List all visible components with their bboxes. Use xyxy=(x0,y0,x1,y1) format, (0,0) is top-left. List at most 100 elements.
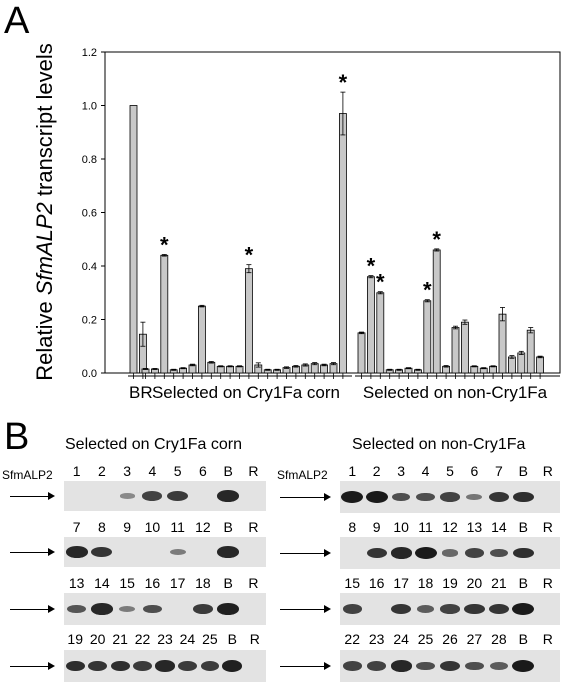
significance-asterisk: * xyxy=(160,232,169,257)
lane-label: 15 xyxy=(119,575,135,591)
significance-asterisk: * xyxy=(339,70,348,95)
protein-band xyxy=(142,491,163,501)
protein-band xyxy=(416,661,435,671)
protein-band xyxy=(391,492,411,502)
protein-band xyxy=(441,549,459,557)
lane-label: 22 xyxy=(344,631,360,647)
lane-label: 17 xyxy=(393,575,409,591)
lane-label: R xyxy=(249,631,260,647)
protein-band xyxy=(119,606,136,612)
lane-label: 9 xyxy=(372,519,381,535)
lane-label: 18 xyxy=(195,575,211,591)
lane-label: 18 xyxy=(417,575,434,591)
lane-label: R xyxy=(542,575,553,591)
y-tick-label: 0.6 xyxy=(82,208,97,220)
lane-label: 25 xyxy=(202,631,218,647)
protein-band xyxy=(490,662,508,670)
protein-band xyxy=(390,660,412,672)
significance-asterisk: * xyxy=(367,254,376,279)
panel-a-label: A xyxy=(4,0,30,42)
protein-band xyxy=(216,603,240,615)
lane-label: 2 xyxy=(372,463,381,479)
protein-band xyxy=(512,491,534,503)
lane-label: B xyxy=(223,463,233,479)
lane-label: R xyxy=(542,519,553,535)
arrow-line xyxy=(10,666,48,667)
protein-band xyxy=(342,661,362,671)
lane-label: 3 xyxy=(123,463,132,479)
y-tick-label: 1.2 xyxy=(82,47,97,59)
blot-strip xyxy=(64,650,266,682)
lane-label: 12 xyxy=(195,519,211,535)
lane-label: B xyxy=(223,519,233,535)
arrow-icon xyxy=(48,605,55,613)
lane-label: 9 xyxy=(123,519,132,535)
lane-label: 25 xyxy=(417,631,434,647)
lane-label: 11 xyxy=(170,519,185,535)
protein-band xyxy=(489,548,509,558)
protein-band xyxy=(119,493,135,499)
blot-strip xyxy=(340,481,560,513)
lane-label: 10 xyxy=(393,519,409,535)
panel-b-label: B xyxy=(4,416,30,458)
lane-label: 19 xyxy=(442,575,458,591)
lane-label: 13 xyxy=(466,519,483,535)
arrow-line xyxy=(10,496,48,497)
protein-band xyxy=(110,660,130,672)
protein-band xyxy=(88,660,107,672)
arrow-icon xyxy=(48,548,55,556)
arrow-line xyxy=(10,552,48,553)
arrow-line xyxy=(10,609,48,610)
arrow-icon xyxy=(324,605,331,613)
protein-band xyxy=(222,660,243,672)
arrow-line xyxy=(280,666,324,667)
protein-band xyxy=(167,491,188,501)
lane-label: B xyxy=(518,463,528,479)
blot-strip xyxy=(64,481,266,511)
y-tick-label: 0.0 xyxy=(82,368,97,380)
lane-label: 15 xyxy=(344,575,360,591)
lane-label: 16 xyxy=(368,575,385,591)
protein-band xyxy=(488,491,510,503)
protein-band xyxy=(440,604,460,614)
significance-asterisk: * xyxy=(423,278,432,303)
arrow-icon xyxy=(324,493,331,501)
bar-chart: 0.0 0.2 0.4 0.6 0.8 1.0 1.2 Relative SfmALP2 tr… xyxy=(32,43,561,381)
arrow-icon xyxy=(48,492,55,500)
lane-label: B xyxy=(518,519,528,535)
protein-band xyxy=(192,604,214,614)
lane-label: 24 xyxy=(393,631,409,647)
y-tick-label: 0.8 xyxy=(82,154,97,166)
lane-label: 5 xyxy=(446,463,454,479)
protein-band xyxy=(512,603,535,615)
lane-label: B xyxy=(518,631,528,647)
protein-band xyxy=(365,491,388,503)
lane-label: 2 xyxy=(97,463,106,479)
protein-band xyxy=(366,547,387,559)
arrow-line xyxy=(280,497,324,498)
arrow-icon xyxy=(324,662,331,670)
lane-label: 6 xyxy=(470,463,479,479)
lane-label: 23 xyxy=(368,631,385,647)
lane-label: 8 xyxy=(97,519,106,535)
lane-label: 5 xyxy=(173,463,182,479)
lane-label: 23 xyxy=(157,631,173,647)
protein-band xyxy=(390,603,412,615)
blot-right-title: Selected on non-Cry1Fa xyxy=(352,436,526,453)
protein-label-right: SfmALP2 xyxy=(277,468,328,482)
lane-label: 11 xyxy=(418,519,433,535)
protein-band xyxy=(512,547,534,559)
protein-band xyxy=(169,549,186,555)
significance-asterisk: * xyxy=(245,243,254,268)
arrow-icon xyxy=(48,662,55,670)
protein-band xyxy=(178,661,197,671)
protein-band xyxy=(155,660,175,672)
arrow-icon xyxy=(324,549,331,557)
lane-label: 21 xyxy=(491,575,507,591)
blot-strip xyxy=(340,537,560,569)
protein-band xyxy=(512,660,535,672)
lane-label: R xyxy=(248,463,259,479)
lane-label: 24 xyxy=(179,631,196,647)
lane-label: R xyxy=(248,575,259,591)
